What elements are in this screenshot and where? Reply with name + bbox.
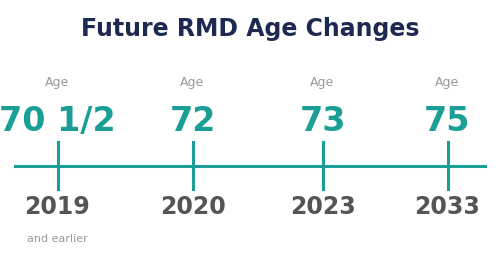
Text: Age: Age	[310, 76, 334, 89]
Text: Age: Age	[46, 76, 70, 89]
Text: 73: 73	[299, 105, 346, 138]
Text: 70 1/2: 70 1/2	[0, 105, 116, 138]
Text: Future RMD Age Changes: Future RMD Age Changes	[81, 17, 419, 41]
Text: 2019: 2019	[24, 195, 90, 220]
Text: 2033: 2033	[414, 195, 480, 220]
Text: and earlier: and earlier	[27, 234, 88, 244]
Text: Age: Age	[180, 76, 204, 89]
Text: 75: 75	[424, 105, 471, 138]
Text: Age: Age	[436, 76, 460, 89]
Text: 2020: 2020	[160, 195, 226, 220]
Text: 72: 72	[170, 105, 216, 138]
Text: 2023: 2023	[290, 195, 356, 220]
